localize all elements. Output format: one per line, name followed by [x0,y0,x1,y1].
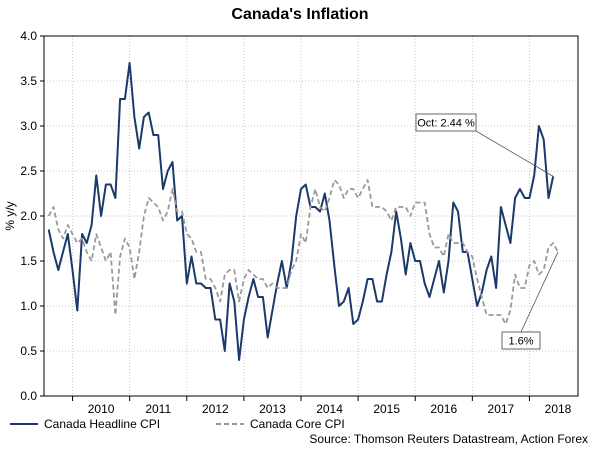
annotation-label: Oct: 2.44 % [417,118,475,130]
series-line-0 [47,62,555,361]
x-tick-label: 2018 [545,402,572,416]
x-tick-label: 2017 [488,402,515,416]
series-line-1 [47,179,559,325]
y-tick-label: 1.5 [20,254,37,268]
chart-title: Canada's Inflation [231,6,369,23]
y-axis-label: % y/y [3,201,17,230]
y-tick-label: 3.5 [20,74,37,88]
legend-label: Canada Core CPI [250,417,345,431]
grid-lines [44,36,578,396]
series-group [47,62,559,361]
y-tick-label: 1.0 [20,299,37,313]
annotation-pointer [520,251,559,333]
x-tick-label: 2014 [316,402,343,416]
annotation-label: 1.6% [508,336,533,348]
y-tick-label: 3.0 [20,119,37,133]
y-tick-label: 4.0 [20,29,37,43]
annotation-pointer [475,130,554,177]
source-note: Source: Thomson Reuters Datastream, Acti… [309,432,588,446]
annotation-box [501,331,541,350]
annotation-box [415,113,477,132]
y-tick-label: 0.5 [20,344,37,358]
x-tick-label: 2011 [145,402,171,416]
x-tick-label: 2010 [88,402,115,416]
x-tick-label: 2012 [202,402,229,416]
legend: Canada Headline CPI Canada Core CPI [10,417,345,431]
y-axis: 0.0 0.5 1.0 1.5 2.0 2.5 3.0 3.5 4.0 [20,29,44,403]
y-tick-label: 0.0 [20,389,37,403]
legend-label: Canada Headline CPI [44,417,160,431]
x-tick-label: 2015 [373,402,400,416]
x-tick-label: 2016 [430,402,457,416]
annotations: Oct: 2.44 % 1.6% [415,113,559,350]
x-tick-label: 2013 [259,402,286,416]
y-tick-label: 2.5 [20,164,37,178]
y-tick-label: 2.0 [20,209,37,223]
x-axis: 2010 2011 2012 2013 2014 2015 2016 2017 2018 [72,396,572,416]
